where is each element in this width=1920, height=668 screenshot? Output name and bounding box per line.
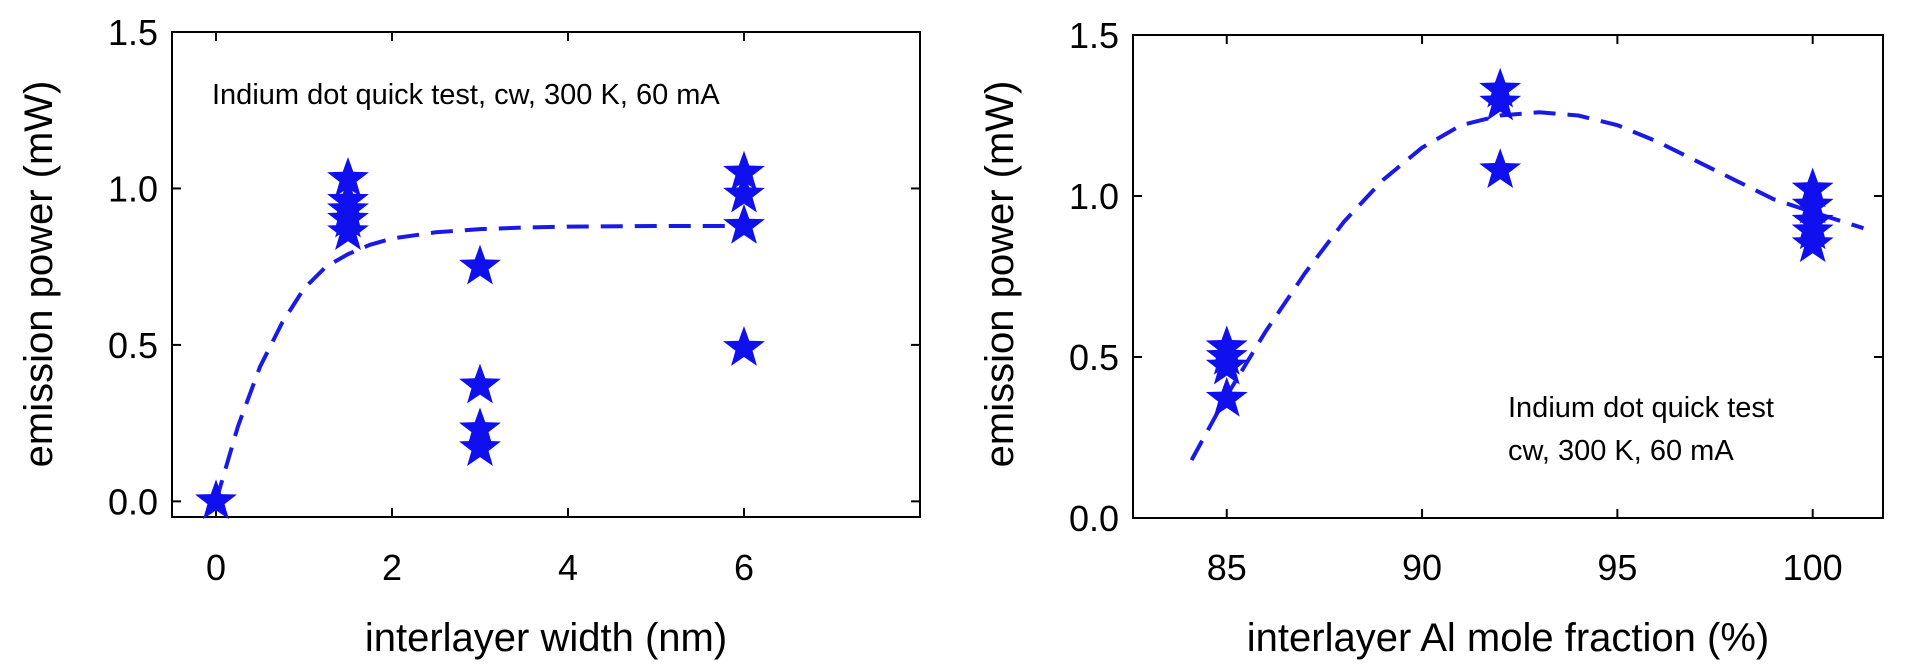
data-point-left-0-13 (723, 326, 765, 366)
data-point-left-0-0 (195, 479, 237, 520)
data-point-right-0-11 (1791, 222, 1834, 263)
data-point-left-0-12 (723, 204, 765, 244)
y-tick-label-left-1: 0.5 (108, 325, 158, 366)
annotation-right-line-1: Indium dot quick test (1508, 392, 1774, 424)
x-axis-label-right: interlayer Al mole fraction (%) (1247, 616, 1769, 660)
data-point-left-0-10 (723, 150, 765, 191)
data-point-right-0-3 (1205, 376, 1248, 417)
y-tick-label-right-2: 1.0 (1069, 176, 1119, 217)
data-point-left-0-1 (327, 157, 369, 197)
data-point-right-0-2 (1205, 344, 1248, 385)
y-tick-label-right-3: 1.5 (1069, 15, 1119, 56)
y-axis-label-left: emission power (mW) (17, 81, 61, 468)
x-axis-label-left: interlayer width (nm) (365, 616, 727, 660)
ticks-right: 85 90 95 100 0.0 0.5 1.0 1.5 (1069, 15, 1883, 588)
fit-curve-right (1189, 110, 1865, 461)
x-tick-label-right-1: 90 (1402, 547, 1442, 588)
fit-curve-right-group (1189, 110, 1865, 461)
x-tick-label-right-3: 100 (1783, 547, 1843, 588)
annotation-right-line-2: cw, 300 K, 60 mA (1508, 435, 1734, 467)
y-tick-label-right-1: 0.5 (1069, 337, 1119, 378)
data-point-left-0-7 (459, 363, 501, 404)
chart-panel-left: 0 2 4 6 0.0 0.5 1.0 1.5 Indium dot quick test, … (17, 12, 921, 660)
annotation-left-line-1: Indium dot quick test, cw, 300 K, 60 mA (212, 79, 720, 111)
x-tick-label-right-0: 85 (1207, 547, 1247, 588)
data-point-right-0-6 (1479, 148, 1522, 189)
fit-curve-left (214, 224, 744, 502)
data-points-right (1205, 67, 1834, 417)
x-tick-label-left-0: 0 (206, 547, 226, 588)
y-tick-label-left-0: 0.0 (108, 481, 158, 522)
data-point-left-0-9 (459, 426, 501, 466)
y-tick-label-left-3: 1.5 (108, 12, 158, 53)
y-axis-label-right: emission power (mW) (978, 81, 1022, 468)
fit-curve-left-group (214, 224, 744, 502)
plot-frame-right (1132, 34, 1884, 519)
x-tick-label-left-2: 4 (558, 547, 578, 588)
plot-frame-left (171, 31, 921, 518)
data-point-left-0-5 (327, 210, 369, 251)
x-tick-label-left-3: 6 (734, 547, 754, 588)
x-tick-label-right-2: 95 (1597, 547, 1637, 588)
y-tick-label-left-2: 1.0 (108, 168, 158, 209)
data-point-right-0-5 (1479, 80, 1522, 121)
data-point-left-0-6 (459, 244, 501, 285)
chart-panel-right: 85 90 95 100 0.0 0.5 1.0 1.5 Indium dot quick t… (978, 15, 1884, 660)
x-tick-label-left-1: 2 (382, 547, 402, 588)
y-tick-label-right-0: 0.0 (1069, 498, 1119, 539)
data-points-left (195, 150, 765, 520)
data-point-left-0-11 (723, 172, 765, 213)
ticks-left: 0 2 4 6 0.0 0.5 1.0 1.5 (108, 12, 920, 588)
